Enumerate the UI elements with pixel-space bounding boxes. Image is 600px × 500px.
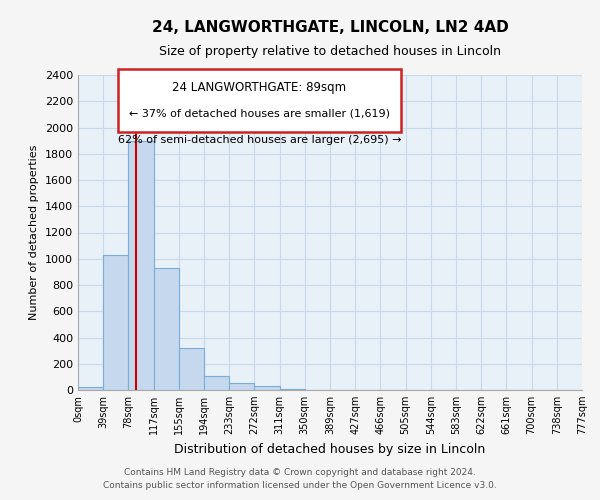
Bar (128, 140, 154, 390)
Bar (154, 268, 179, 390)
Text: 24, LANGWORTHGATE, LINCOLN, LN2 4AD: 24, LANGWORTHGATE, LINCOLN, LN2 4AD (152, 20, 508, 35)
Bar (179, 348, 204, 390)
Text: ← 37% of detached houses are smaller (1,619): ← 37% of detached houses are smaller (1,… (129, 108, 390, 118)
Bar (103, 256, 128, 390)
Bar (204, 376, 229, 390)
Text: Size of property relative to detached houses in Lincoln: Size of property relative to detached ho… (159, 45, 501, 58)
Bar (78, 386, 103, 390)
Bar (229, 383, 254, 390)
Y-axis label: Number of detached properties: Number of detached properties (29, 145, 40, 320)
Text: Contains HM Land Registry data © Crown copyright and database right 2024.
Contai: Contains HM Land Registry data © Crown c… (103, 468, 497, 490)
Text: 24 LANGWORTHGATE: 89sqm: 24 LANGWORTHGATE: 89sqm (172, 82, 347, 94)
Text: 62% of semi-detached houses are larger (2,695) →: 62% of semi-detached houses are larger (… (118, 135, 401, 145)
FancyBboxPatch shape (118, 68, 401, 132)
Bar (280, 388, 305, 390)
X-axis label: Distribution of detached houses by size in Lincoln: Distribution of detached houses by size … (175, 442, 485, 456)
Bar (254, 386, 280, 390)
